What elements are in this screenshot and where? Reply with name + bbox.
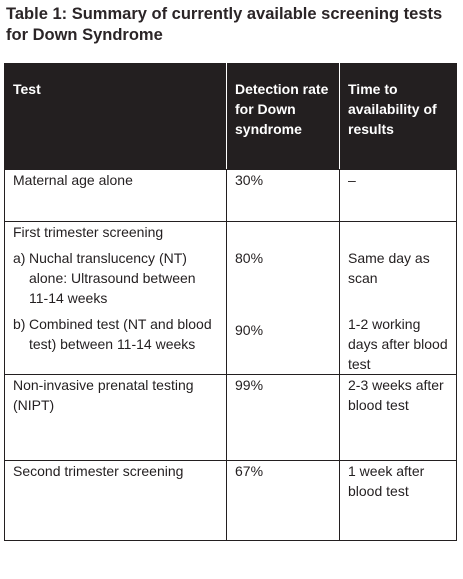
cell-time: 1 week after blood test [339,460,457,541]
cell-test: First trimester screening a) Nuchal tran… [4,221,227,375]
header-row: Test Detection rate for Down syndrome Ti… [4,63,457,170]
cell-time: – [339,169,457,222]
cell-detection: 80% 90% [226,221,340,375]
header-test: Test [4,63,227,170]
time-nuchal: Same day as scan [348,250,430,286]
subitem-text: Nuchal translucency (NT) alone: Ultrasou… [29,250,196,306]
subitem-marker: b) [13,316,26,332]
first-trimester-title: First trimester screening [13,224,164,240]
caption-line-2: for Down Syndrome [6,26,163,44]
cell-test: Maternal age alone [4,169,227,222]
table-row-maternal-age: Maternal age alone 30% – [4,169,457,222]
subitem-marker: a) [13,250,26,266]
cell-test: Non-invasive prenatal testing (NIPT) [4,374,227,461]
table-row-nipt: Non-invasive prenatal testing (NIPT) 99%… [4,374,457,461]
subitem-nuchal-translucency: a) Nuchal translucency (NT) alone: Ultra… [13,248,218,308]
time-combined: 1-2 working days after blood test [348,316,448,372]
cell-detection: 67% [226,460,340,541]
detection-nuchal: 80% [235,250,264,266]
cell-test: Second trimester screening [4,460,227,541]
subitem-text: Combined test (NT and blood test) betwee… [29,316,212,352]
cell-detection: 30% [226,169,340,222]
table-row-second-trimester: Second trimester screening 67% 1 week af… [4,460,457,541]
header-detection-rate: Detection rate for Down syndrome [226,63,340,170]
screening-tests-table: Test Detection rate for Down syndrome Ti… [4,63,457,541]
subitem-combined-test: b) Combined test (NT and blood test) bet… [13,314,218,354]
table-row-first-trimester: First trimester screening a) Nuchal tran… [4,221,457,375]
caption-line-1: Table 1: Summary of currently available … [6,5,443,23]
cell-time: 2-3 weeks after blood test [339,374,457,461]
header-time-to-results: Time to availability of results [339,63,457,170]
table-caption: Table 1: Summary of currently available … [6,4,458,46]
cell-detection: 99% [226,374,340,461]
cell-time: Same day as scan 1-2 working days after … [339,221,457,375]
detection-combined: 90% [235,322,264,338]
